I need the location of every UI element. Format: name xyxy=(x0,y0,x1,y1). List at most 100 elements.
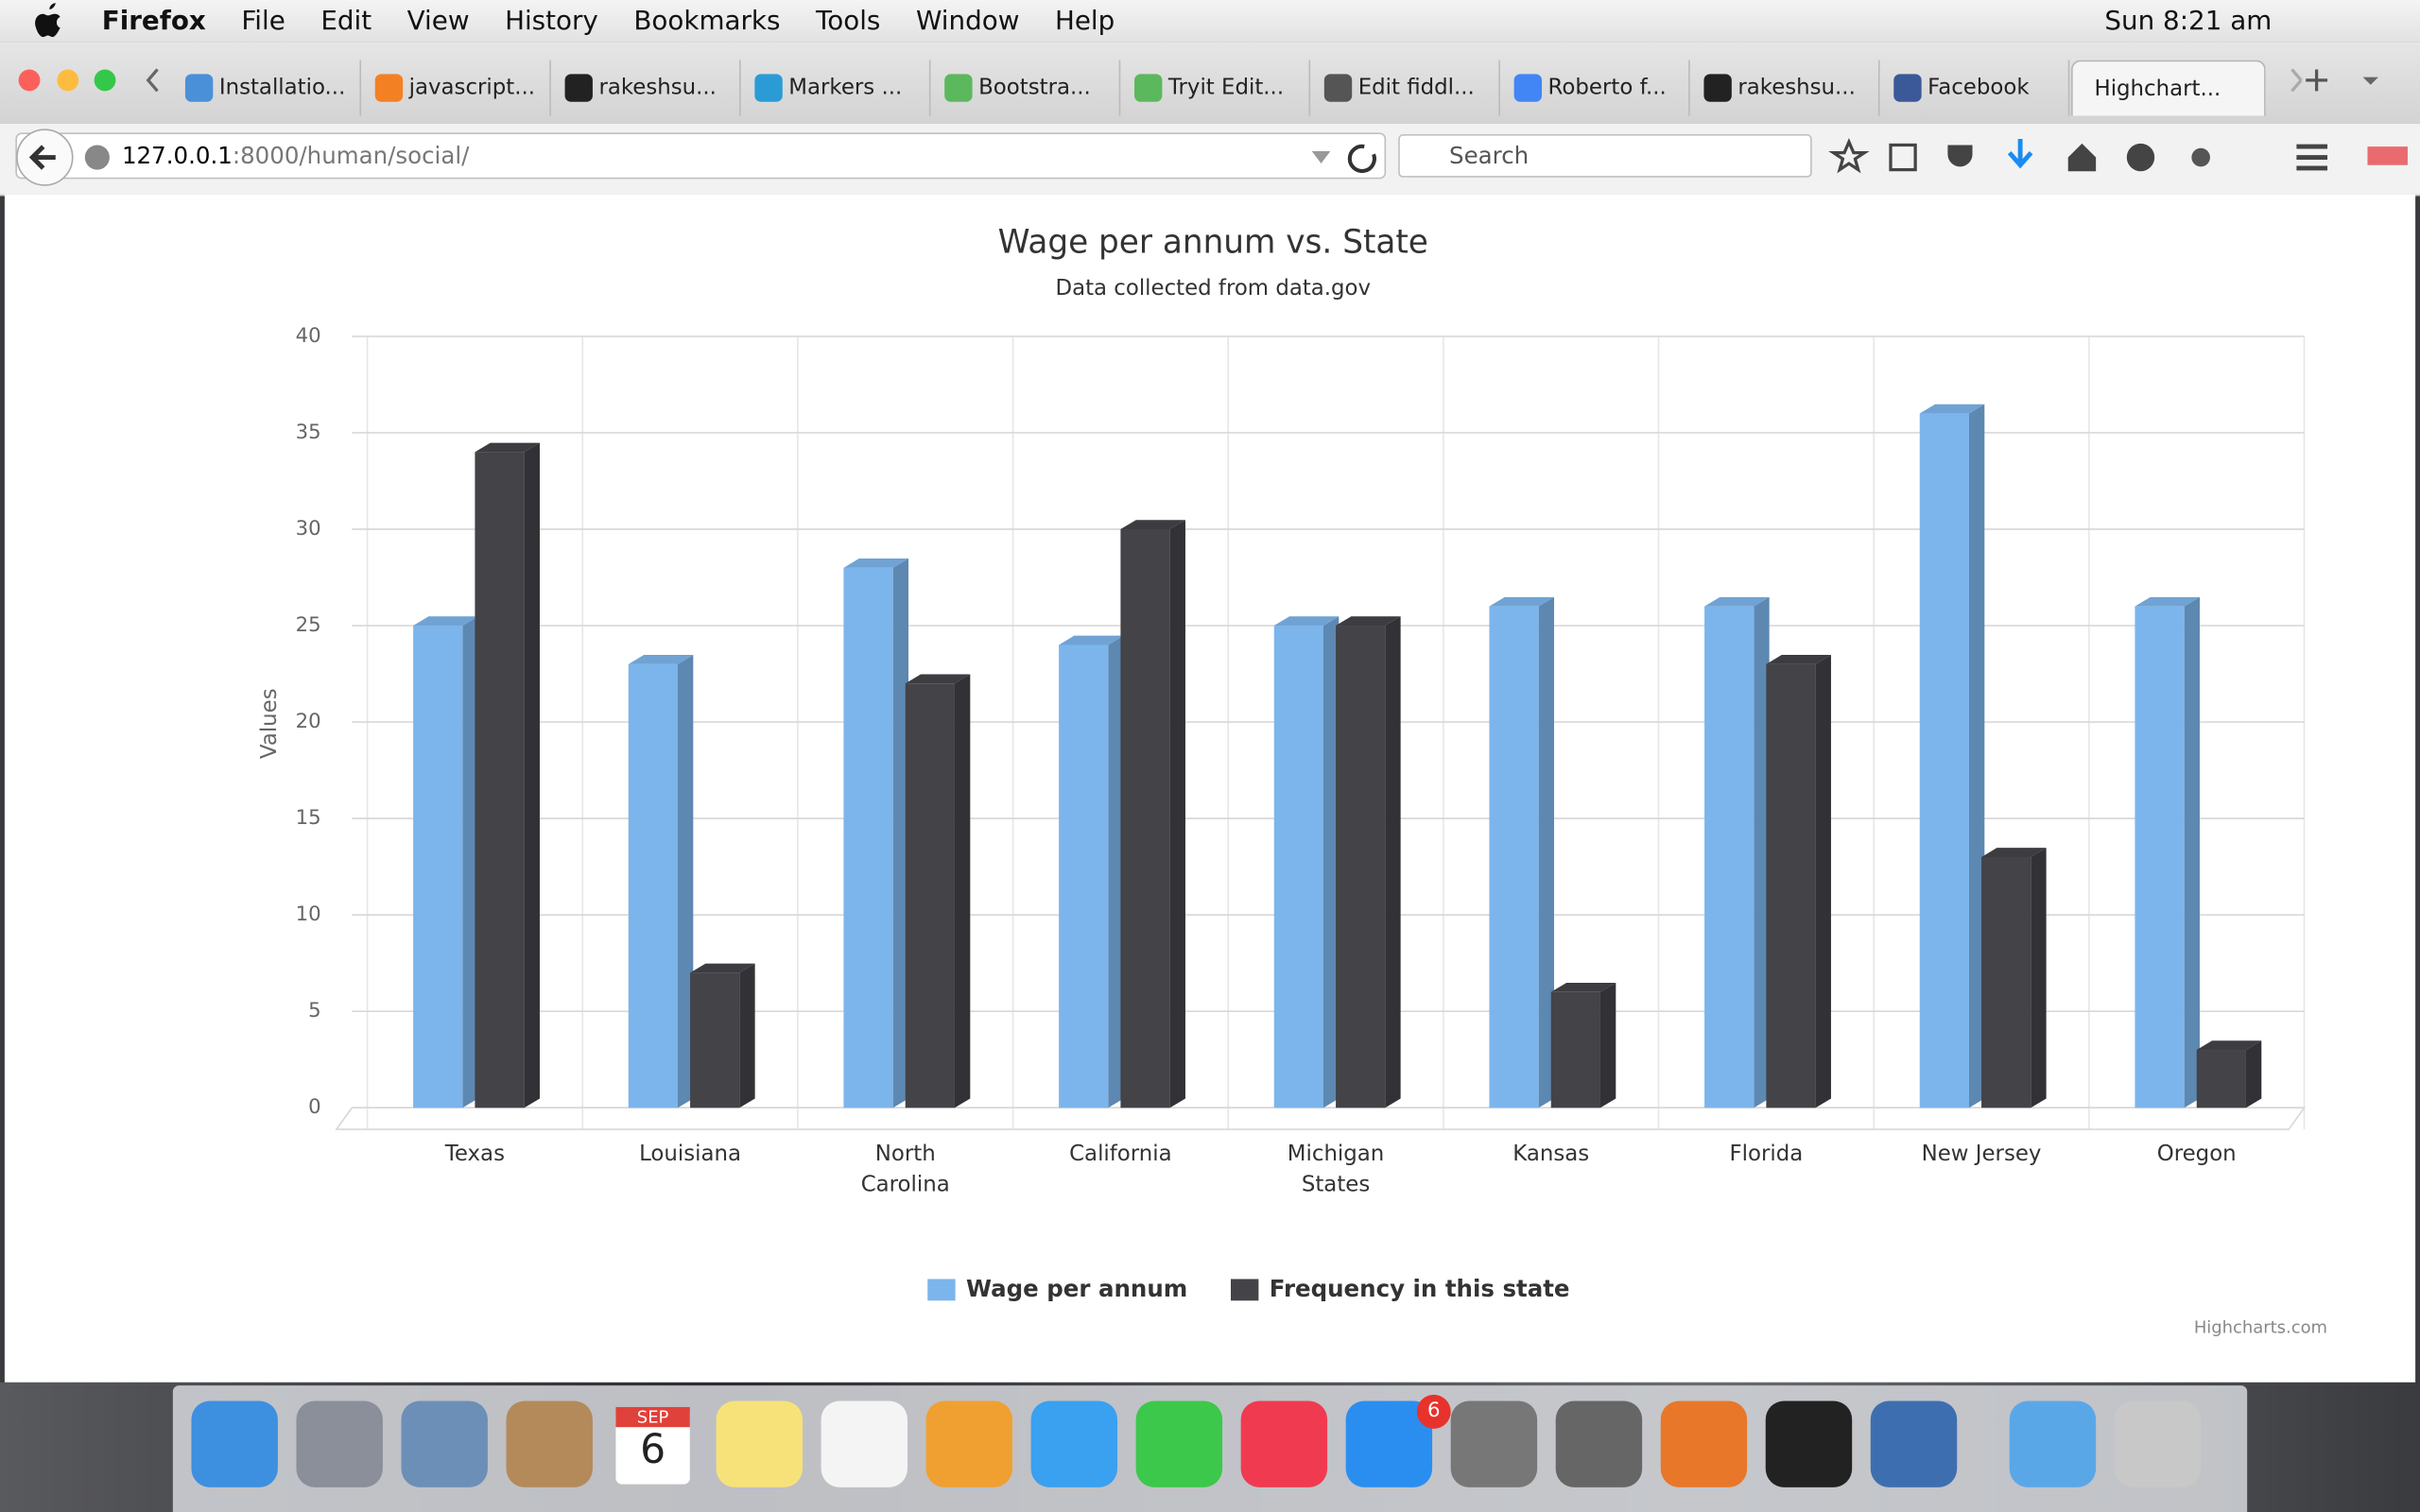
bar-top xyxy=(1981,848,2047,857)
dock-icon[interactable] xyxy=(1870,1400,1958,1487)
tab[interactable]: rakeshsu... xyxy=(1691,60,1880,116)
bar xyxy=(413,626,463,1108)
calendar-icon[interactable]: SEP 6 xyxy=(615,1406,690,1485)
dock-icon[interactable] xyxy=(2114,1400,2202,1487)
search-bar[interactable]: Search xyxy=(1398,134,1812,178)
x-tick-label-box: Kansas xyxy=(1512,1142,1589,1166)
hello[interactable] xyxy=(2126,143,2155,172)
legend-item[interactable]: Frequency in this state xyxy=(1230,1275,1570,1302)
dock-icon[interactable] xyxy=(1660,1400,1748,1487)
menu-item[interactable]: Window xyxy=(915,5,1020,37)
tab[interactable]: Highchart... xyxy=(2071,60,2266,116)
tab[interactable]: Roberto f... xyxy=(1502,60,1690,116)
x-tick-label-box: North Carolina xyxy=(860,1142,950,1197)
dock-icon[interactable] xyxy=(1555,1400,1643,1487)
menu-item[interactable]: Help xyxy=(1054,5,1115,37)
new-tab[interactable] xyxy=(2306,69,2328,92)
menu-item[interactable]: Bookmarks xyxy=(633,5,781,37)
dock-icon[interactable] xyxy=(716,1400,803,1487)
toolbar-icons xyxy=(1828,138,2408,174)
bar-top xyxy=(1704,596,1770,607)
legend: Wage per annum Frequency in this state xyxy=(927,1275,1570,1302)
menu-item[interactable]: Tools xyxy=(816,5,881,37)
y-tick-label: 10 xyxy=(296,902,321,926)
tab[interactable]: Markers ... xyxy=(742,60,931,116)
bookmark-star[interactable] xyxy=(1828,138,1870,174)
bar-side xyxy=(1108,635,1124,1108)
bar-top xyxy=(690,963,755,973)
x-tick-label-box: Oregon xyxy=(2156,1142,2237,1167)
dock-icon[interactable] xyxy=(506,1400,593,1487)
bar-top xyxy=(628,655,694,664)
bar-side xyxy=(2245,1040,2262,1108)
tab[interactable]: javascript... xyxy=(363,60,551,116)
dock-icon[interactable] xyxy=(1765,1400,1853,1487)
tab[interactable]: Edit fiddl... xyxy=(1312,60,1500,116)
calendar-day: 6 xyxy=(640,1427,666,1474)
bar-3d xyxy=(843,558,908,1108)
dock-icon[interactable] xyxy=(1030,1400,1118,1487)
tab-title: Roberto f... xyxy=(1547,76,1667,101)
tab-list[interactable] xyxy=(2362,77,2378,85)
dock-icon[interactable] xyxy=(2009,1400,2097,1487)
bar-3d xyxy=(1550,983,1616,1108)
dock-icon[interactable] xyxy=(925,1400,1013,1487)
menu-item[interactable]: History xyxy=(505,5,598,37)
clock[interactable]: Sun 8:21 am xyxy=(2104,5,2273,37)
bar-3d xyxy=(1120,520,1185,1108)
bar-top xyxy=(1120,520,1185,529)
menu-bar: Firefox File Edit View History Bookmarks Tool… xyxy=(0,0,2420,43)
credits[interactable]: Highcharts.com xyxy=(2194,1318,2327,1338)
tab-favicon xyxy=(1513,74,1543,102)
menu-item[interactable]: View xyxy=(406,5,470,37)
pocket[interactable] xyxy=(1947,145,1973,167)
addon[interactable] xyxy=(2191,147,2210,167)
menu-item[interactable]: Edit xyxy=(320,5,372,37)
downloads[interactable] xyxy=(2007,138,2033,169)
dock-icon[interactable] xyxy=(296,1400,383,1487)
chart-title: Wage per annum vs. State xyxy=(998,223,1428,261)
tab[interactable]: Bootstra... xyxy=(932,60,1121,116)
x-tick-label: North Carolina xyxy=(860,1142,950,1197)
tab-title: rakeshsu... xyxy=(598,76,717,101)
bar-side xyxy=(1754,596,1770,1108)
site-info[interactable] xyxy=(84,145,110,170)
menu-items: File Edit View History Bookmarks Tools Window H… xyxy=(241,6,1150,37)
dock-icon[interactable] xyxy=(191,1400,278,1487)
y-tick-label: 25 xyxy=(296,613,321,637)
ebay[interactable] xyxy=(2367,146,2408,165)
menu[interactable] xyxy=(2296,144,2328,171)
dock-icon[interactable] xyxy=(821,1400,908,1487)
dock-icon[interactable] xyxy=(1240,1400,1328,1487)
tab-favicon xyxy=(1134,74,1163,102)
reading-list[interactable] xyxy=(1889,143,1917,172)
bar xyxy=(843,567,893,1108)
tab[interactable]: Installatio... xyxy=(173,60,362,116)
x-tick-label-box: Louisiana xyxy=(639,1142,741,1166)
reload[interactable] xyxy=(1347,144,1376,173)
bar-side xyxy=(1169,520,1185,1108)
back-controls xyxy=(16,129,110,186)
dock-icon[interactable] xyxy=(1450,1400,1538,1487)
minimize-button[interactable] xyxy=(57,69,79,92)
x-tick-label: Oregon xyxy=(2156,1142,2237,1167)
close-button[interactable] xyxy=(18,69,41,92)
tab[interactable]: rakeshsu... xyxy=(552,60,741,116)
app-name[interactable]: Firefox xyxy=(101,5,206,37)
apple-logo[interactable] xyxy=(0,0,102,42)
tab-scroll-right[interactable] xyxy=(2290,68,2303,93)
legend-item[interactable]: Wage per annum xyxy=(927,1275,1187,1302)
tab[interactable]: Facebook xyxy=(1881,60,2070,116)
dock-icon[interactable] xyxy=(1135,1400,1223,1487)
home[interactable] xyxy=(2067,143,2097,172)
zoom-button[interactable] xyxy=(94,69,116,92)
tab-scroll-left[interactable] xyxy=(146,68,159,93)
bar-3d xyxy=(1273,616,1340,1108)
tab[interactable]: Tryit Edit... xyxy=(1122,60,1311,116)
menu-item[interactable]: File xyxy=(241,5,285,37)
bar-3d xyxy=(1766,655,1831,1108)
url-bar[interactable]: 127.0.0.1:8000/human/social/ xyxy=(15,132,1387,180)
dock-icon[interactable] xyxy=(401,1400,488,1487)
